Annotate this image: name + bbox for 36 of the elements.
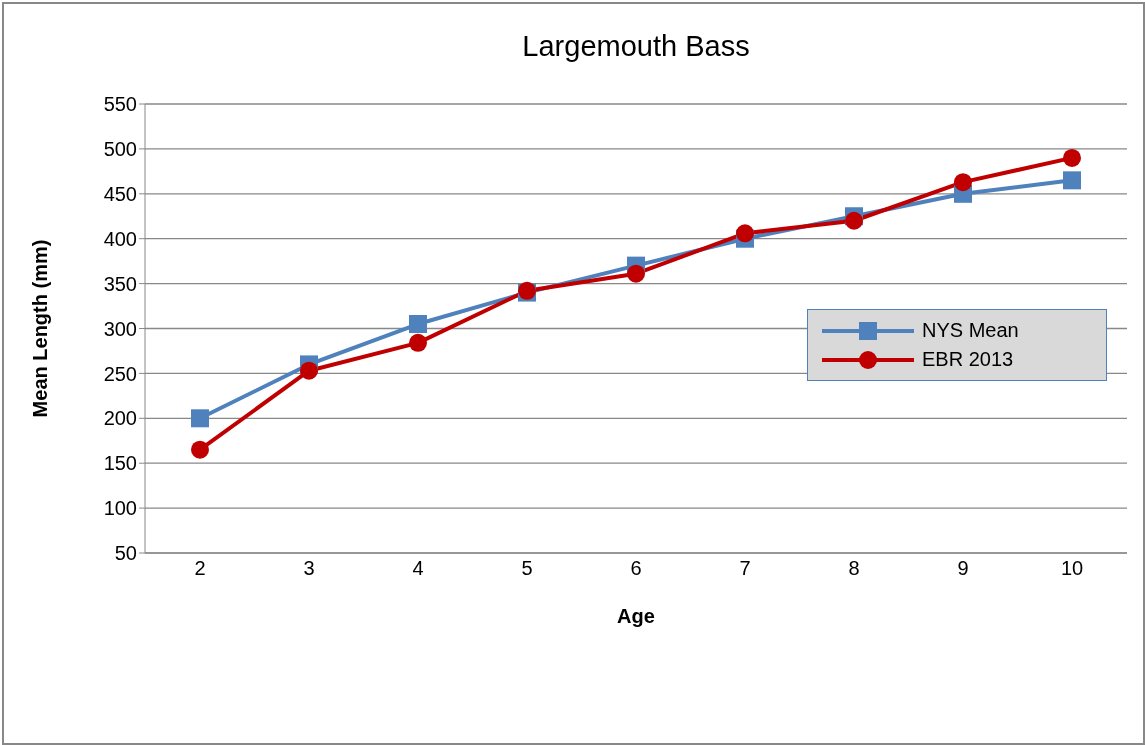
- x-tick-label: 2: [194, 557, 206, 580]
- point: [627, 264, 645, 283]
- y-tick-label: 450: [103, 182, 137, 205]
- legend-label: NYS Mean: [922, 319, 1019, 342]
- y-tick-label: 300: [103, 317, 137, 340]
- point: [409, 315, 427, 334]
- point: [1063, 148, 1081, 167]
- x-tick-label: 3: [303, 557, 315, 580]
- x-tick-label: 9: [957, 557, 969, 580]
- y-tick-label: 250: [103, 362, 137, 385]
- x-tick-label: 10: [1060, 557, 1084, 580]
- point: [954, 173, 972, 192]
- y-tick-label: 550: [103, 93, 137, 116]
- point: [300, 361, 318, 380]
- y-tick-label: 500: [103, 138, 137, 160]
- x-tick-label: 6: [630, 557, 642, 580]
- x-tick-label: 4: [412, 557, 424, 580]
- point: [736, 224, 754, 243]
- point: [409, 333, 427, 352]
- y-tick-label: 100: [103, 497, 137, 520]
- point: [1063, 171, 1081, 190]
- chart-title: Largemouth Bass: [521, 30, 751, 63]
- y-axis-title: Mean Length (mm): [29, 239, 52, 418]
- y-tick-label: 400: [103, 227, 137, 250]
- legend-label: EBR 2013: [922, 348, 1014, 371]
- point: [191, 409, 209, 428]
- x-tick-label: 8: [848, 557, 860, 580]
- x-tick-label: 7: [739, 557, 751, 580]
- y-tick-label: 350: [103, 272, 137, 295]
- point: [845, 211, 863, 230]
- y-tick-label: 150: [103, 452, 137, 475]
- x-axis-title: Age: [617, 605, 655, 627]
- point: [191, 440, 209, 459]
- y-tick-label: 200: [103, 407, 137, 430]
- x-tick-label: 5: [521, 557, 533, 580]
- y-tick-label: 50: [114, 542, 137, 565]
